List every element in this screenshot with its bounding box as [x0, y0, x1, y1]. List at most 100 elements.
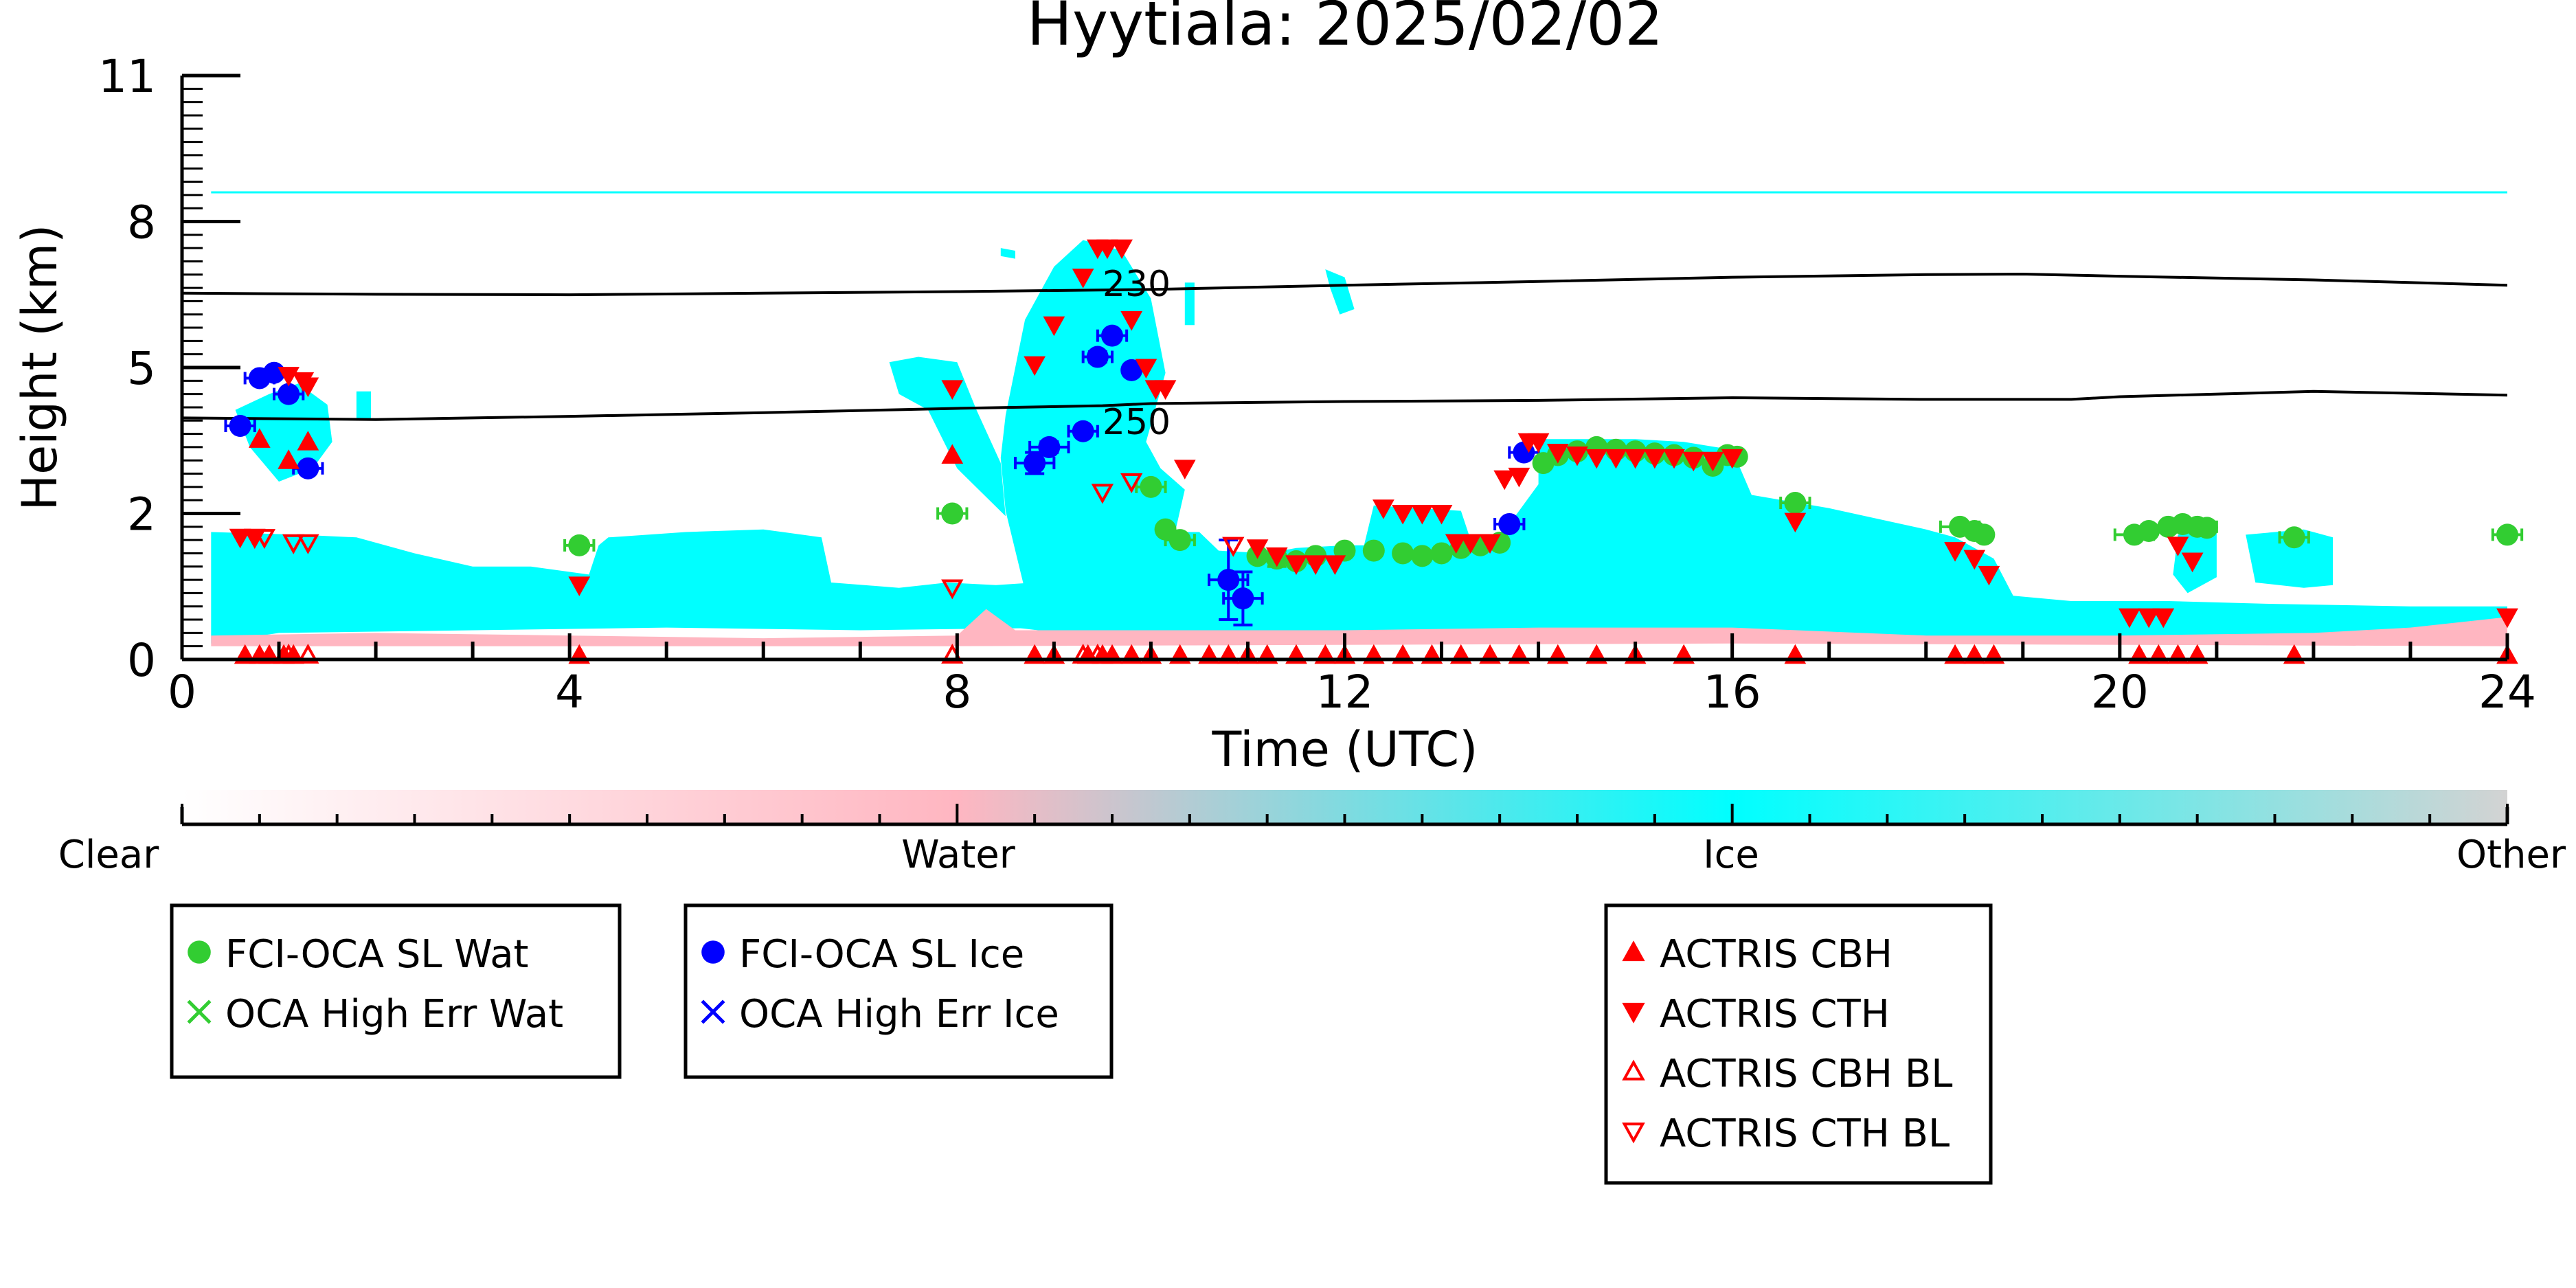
y-tick-label: 8: [127, 196, 156, 249]
data-point: [1411, 505, 1434, 525]
legend-marker: [701, 999, 725, 1024]
data-point: [1392, 505, 1414, 525]
data-point: [1135, 359, 1157, 379]
contour-line: [182, 272, 2507, 297]
x-ticks: 0 4 8 12 16 20 24: [168, 633, 2536, 719]
data-point: [568, 576, 591, 596]
data-point: [297, 643, 319, 664]
legend-item: ACTRIS CTH: [1622, 992, 1890, 1037]
data-point: [1624, 449, 1647, 469]
legends: FCI-OCA SL Wat OCA High Err Wat FCI-OCA SL…: [170, 903, 1993, 1185]
legend-item: ACTRIS CBH BL: [1622, 1052, 1952, 1096]
y-tick-label: 5: [127, 342, 156, 395]
ice-cloud-region: [1000, 248, 1015, 259]
cloud-phase-background: [211, 240, 2507, 646]
legend-item: FCI-OCA SL Ice: [701, 932, 1024, 977]
data-point: [2496, 608, 2518, 629]
legend-item: ACTRIS CTH BL: [1622, 1111, 1950, 1156]
legend-label: FCI-OCA SL Wat: [225, 932, 529, 977]
data-point: [229, 528, 251, 549]
y-tick-label: 11: [98, 50, 156, 103]
data-point: [278, 449, 300, 469]
data-point: [2152, 608, 2175, 629]
data-point: [1944, 542, 1966, 562]
ice-cloud-region: [889, 357, 1006, 517]
data-point: [1324, 555, 1346, 575]
data-point: [1445, 534, 1467, 554]
x-tick-label: 0: [168, 666, 196, 719]
data-point: [1140, 475, 1162, 498]
data-point: [229, 415, 251, 437]
legend-label: ACTRIS CTH: [1660, 992, 1890, 1037]
data-point: [1168, 529, 1191, 552]
data-point: [297, 534, 319, 554]
data-point: [248, 428, 271, 448]
ice-cloud-region: [1325, 269, 1355, 315]
data-point: [297, 377, 319, 398]
legend-label: ACTRIS CBH BL: [1660, 1052, 1952, 1096]
data-point: [568, 534, 591, 556]
legend-item: OCA High Err Ice: [701, 992, 1059, 1037]
legend-label: FCI-OCA SL Ice: [739, 932, 1024, 977]
legend-item: OCA High Err Wat: [187, 992, 563, 1037]
data-point: [1493, 470, 1516, 490]
data-point: [1072, 643, 1094, 664]
data-point: [1585, 449, 1608, 469]
colorbar-label: Clear: [58, 833, 159, 877]
data-point: [1120, 310, 1143, 331]
y-ticks: 0 2 5 8 11: [98, 50, 240, 687]
legend-label: OCA High Err Ice: [739, 992, 1059, 1037]
data-point: [1120, 359, 1143, 381]
data-point: [282, 534, 305, 554]
data-point: [2496, 523, 2518, 546]
colorbar-ticks: Clear Water Ice Other: [58, 804, 2566, 877]
contour-line: [182, 389, 2507, 421]
data-point: [1682, 451, 1705, 472]
data-point: [1086, 643, 1109, 664]
legend-frame: [170, 903, 622, 1079]
x-tick-label: 4: [555, 666, 584, 719]
data-point: [277, 643, 300, 664]
data-point: [1232, 587, 1254, 610]
data-point: [1784, 512, 1807, 533]
colorbar-label: Ice: [1703, 833, 1759, 877]
data-point: [297, 431, 319, 451]
data-point: [1508, 467, 1530, 488]
chart-title: Hyytiala: 2025/02/02: [1027, 0, 1663, 59]
data-point: [2181, 552, 2204, 573]
data-point: [278, 383, 300, 405]
legend-label: ACTRIS CTH BL: [1660, 1111, 1950, 1156]
data-point: [1362, 539, 1385, 562]
data-point: [297, 457, 319, 479]
data-point: [2138, 520, 2160, 542]
y-tick-label: 2: [127, 488, 156, 541]
ice-cloud-region: [235, 383, 332, 482]
phase-colorbar: Clear Water Ice Other: [58, 790, 2566, 877]
data-point: [1091, 484, 1114, 504]
data-point: [1963, 550, 1986, 570]
ice-cloud-region: [2246, 529, 2334, 588]
data-point: [1479, 534, 1501, 554]
data-point: [1978, 565, 2000, 586]
data-point: [1372, 499, 1394, 519]
data-point: [1304, 555, 1327, 575]
colorbar-label: Water: [901, 833, 1016, 877]
data-point: [1973, 523, 1996, 546]
data-point: [1173, 460, 1196, 479]
data-point: [1120, 473, 1143, 494]
data-point: [2138, 608, 2160, 629]
colorbar-label: Other: [2456, 833, 2566, 877]
data-point: [1072, 420, 1094, 442]
data-point: [253, 529, 276, 550]
legend-marker: [1622, 940, 1645, 962]
x-axis-label: Time (UTC): [1212, 721, 1478, 778]
legend-label: OCA High Err Wat: [225, 992, 563, 1037]
contour-label: 250: [1103, 402, 1171, 443]
data-point: [1265, 547, 1288, 567]
data-point: [1096, 239, 1118, 260]
legend-marker: [187, 999, 212, 1024]
data-markers: [229, 239, 2518, 664]
legend-marker: [701, 940, 725, 964]
data-point: [1721, 449, 1743, 469]
